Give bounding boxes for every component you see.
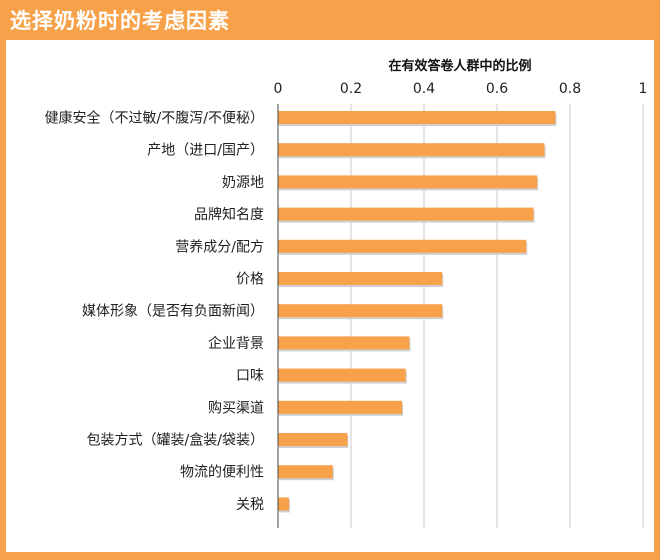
category-label: 购买渠道: [208, 400, 264, 416]
bar: [278, 175, 538, 189]
axis-subtitle: 在有效答卷人群中的比例: [388, 58, 531, 74]
category-label: 媒体形象（是否有负面新闻）: [82, 304, 264, 320]
bar: [278, 400, 403, 414]
x-tick-label: 0.2: [340, 81, 362, 97]
category-label: 品牌知名度: [194, 206, 264, 223]
x-tick-label: 0: [274, 81, 283, 97]
x-tick-label: 0.4: [413, 81, 435, 97]
chart-title: 选择奶粉时的考虑因素: [10, 9, 230, 33]
bar: [278, 433, 348, 446]
category-labels: 健康安全（不过敏/不腹泻/不便秘） 产地（进口/国产） 奶源地品牌知名度营养成分/配…: [45, 110, 264, 513]
x-axis-ticks: 0 0.2 0.4 0.6 0.8 1: [274, 81, 648, 97]
category-label: 产地（进口/国产）: [147, 143, 264, 159]
header-bar: 选择奶粉时的考虑因素: [0, 0, 660, 40]
category-label: 包装方式（罐装/盒装/袋装）: [87, 432, 264, 449]
category-label: 关税: [236, 497, 264, 513]
bar: [278, 207, 534, 221]
bar: [278, 465, 333, 479]
category-label: 价格: [236, 272, 264, 288]
category-label: 企业背景: [208, 335, 264, 352]
bars: [278, 111, 557, 513]
category-label: 奶源地: [222, 175, 264, 191]
category-label: 健康安全（不过敏/不腹泻/不便秘）: [45, 110, 264, 127]
category-label: 物流的便利性: [180, 465, 264, 481]
category-label: 营养成分/配方: [175, 239, 264, 255]
bar: [278, 239, 527, 253]
bar: [278, 368, 406, 382]
category-label: 口味: [236, 368, 264, 384]
bar: [278, 304, 443, 318]
bar: [278, 272, 443, 285]
bar: [278, 111, 556, 124]
x-tick-label: 1: [639, 81, 648, 97]
bar: [278, 497, 289, 511]
x-tick-label: 0.8: [559, 81, 581, 97]
x-tick-label: 0.6: [486, 81, 508, 97]
bar: [278, 336, 410, 350]
bar: [278, 143, 545, 157]
